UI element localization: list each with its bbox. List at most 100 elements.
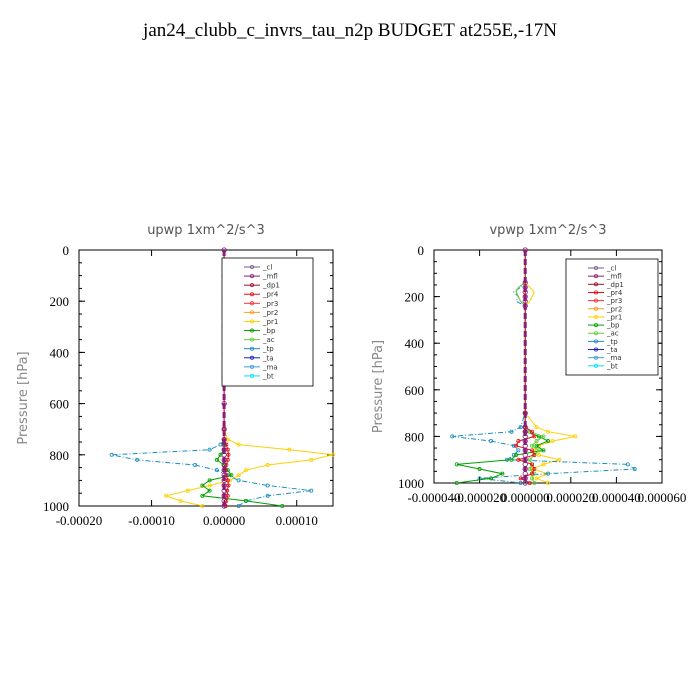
- data-point: [109, 452, 114, 457]
- legend-label: _pr2: [262, 309, 278, 317]
- data-point: [534, 439, 539, 444]
- data-point: [236, 478, 241, 483]
- legend-label: _bt: [262, 372, 274, 380]
- data-point: [221, 247, 227, 253]
- data-point: [550, 439, 555, 444]
- legend-label: _dp1: [606, 281, 624, 289]
- data-point: [541, 448, 546, 453]
- data-point: [207, 478, 212, 483]
- data-point: [541, 462, 546, 467]
- data-point: [509, 429, 514, 434]
- data-point: [532, 434, 537, 439]
- data-point: [516, 448, 521, 453]
- chart-1: upwp 1xm^2/s^3 Pressure [hPa] 0 200 400 600 80…: [16, 223, 335, 528]
- data-point: [511, 443, 516, 448]
- legend-marker: [249, 346, 254, 351]
- x-tick-label: -0.00020: [56, 513, 103, 528]
- data-point: [193, 463, 198, 468]
- data-point: [221, 447, 227, 453]
- data-point: [200, 503, 205, 508]
- data-point: [530, 443, 535, 448]
- x-tick-label: -0.00010: [128, 513, 175, 528]
- legend-label: _bp: [262, 327, 276, 335]
- data-point: [178, 498, 183, 503]
- data-point: [541, 434, 546, 439]
- data-point: [546, 429, 551, 434]
- data-point: [236, 503, 241, 508]
- x-tick-label: 0.000000: [501, 490, 550, 505]
- data-point: [227, 478, 232, 483]
- data-point: [522, 303, 528, 309]
- legend-label: _pr1: [606, 313, 622, 321]
- series-line-tp: [111, 250, 312, 507]
- data-point: [530, 429, 535, 434]
- data-point: [488, 439, 493, 444]
- data-point: [527, 480, 532, 485]
- y-tick-label: 0: [418, 243, 425, 258]
- data-point: [454, 462, 459, 467]
- y-tick-label: 600: [50, 397, 70, 412]
- x-tick-label: 0.00010: [276, 513, 318, 528]
- legend-label: _cl: [262, 264, 272, 272]
- data-point: [522, 480, 528, 486]
- legend-marker: [594, 265, 599, 270]
- legend-marker: [594, 347, 599, 352]
- legend: _cl_mfl_dp1_pr4_pr3_pr2_pr1_bp_ac_tp_ta_…: [221, 257, 314, 387]
- legend-label: _dp1: [262, 282, 280, 290]
- data-point: [532, 453, 537, 458]
- data-point: [530, 476, 535, 481]
- data-point: [265, 493, 270, 498]
- legend: _cl_mfl_dp1_pr4_pr3_pr2_pr1_bp_ac_tp_ta_…: [565, 258, 659, 376]
- data-point: [536, 448, 541, 453]
- plot-title: vpwp 1xm^2/s^3: [489, 223, 606, 238]
- legend-marker: [594, 282, 599, 287]
- data-point: [450, 434, 455, 439]
- legend-marker: [594, 323, 599, 328]
- data-point: [243, 468, 248, 473]
- data-point: [221, 426, 227, 432]
- data-point: [243, 498, 248, 503]
- data-point: [534, 425, 539, 430]
- data-point: [309, 457, 314, 462]
- data-point: [200, 483, 205, 488]
- legend-label: _ta: [262, 354, 274, 362]
- legend-marker: [249, 264, 254, 269]
- legend-marker: [249, 355, 254, 360]
- legend-label: _pr2: [606, 305, 622, 313]
- data-point: [536, 453, 541, 458]
- data-point: [477, 467, 482, 472]
- data-point: [221, 462, 227, 468]
- data-point: [221, 498, 227, 504]
- legend-marker: [249, 292, 254, 297]
- data-point: [546, 480, 551, 485]
- legend-marker: [594, 306, 599, 311]
- data-point: [214, 457, 219, 462]
- y-axis-label: Pressure [hPa]: [16, 351, 31, 444]
- legend-label: _ac: [606, 330, 619, 338]
- plot-title: upwp 1xm^2/s^3: [147, 223, 265, 238]
- legend-label: _mfl: [606, 273, 622, 281]
- data-point: [522, 247, 528, 253]
- y-tick-label: 400: [50, 345, 70, 360]
- legend-label: _pr3: [606, 297, 622, 305]
- data-point: [265, 483, 270, 488]
- y-tick-label: 400: [405, 336, 425, 351]
- legend-marker: [594, 298, 599, 303]
- x-tick-label: 0.000060: [638, 490, 687, 505]
- legend-label: _ma: [606, 354, 622, 362]
- data-point: [229, 473, 234, 478]
- data-point: [546, 471, 551, 476]
- data-point: [221, 482, 227, 489]
- data-point: [221, 441, 227, 448]
- x-tick-label: 0.000040: [592, 490, 641, 505]
- legend-label: _tp: [606, 338, 618, 346]
- legend-label: _cl: [606, 265, 616, 273]
- data-point: [221, 477, 227, 483]
- legend-marker: [249, 364, 254, 369]
- data-point: [518, 425, 523, 430]
- y-tick-label: 200: [50, 294, 70, 309]
- legend-marker: [594, 355, 599, 360]
- data-point: [518, 476, 523, 481]
- legend-label: _pr4: [262, 291, 279, 299]
- y-tick-label: 1000: [398, 476, 424, 491]
